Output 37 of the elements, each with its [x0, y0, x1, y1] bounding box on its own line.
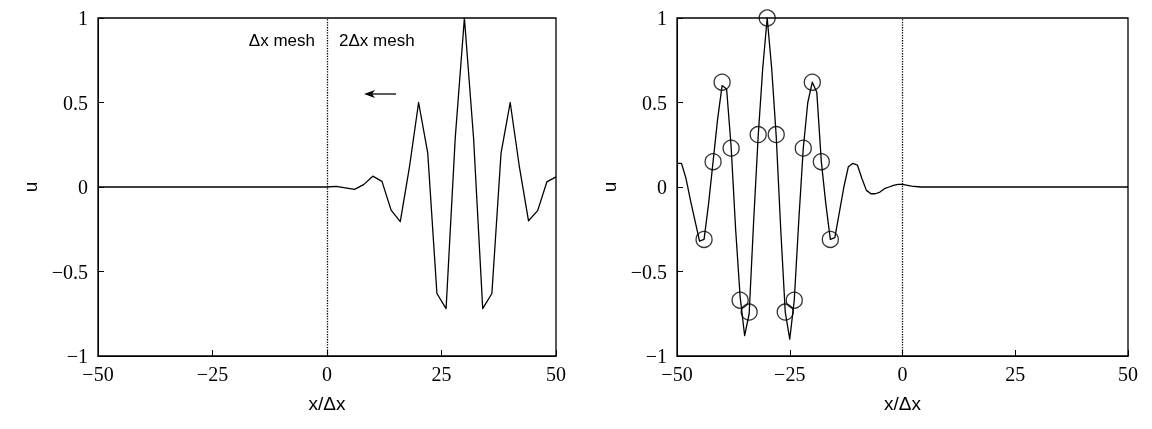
- y-tick-label: −0.5: [51, 260, 88, 283]
- y-axis-title: u: [599, 181, 620, 193]
- x-tick-label: −25: [774, 363, 806, 385]
- x-axis-title: x/Δx: [308, 393, 346, 414]
- point: [722, 139, 740, 157]
- x-tick-label: 50: [546, 363, 566, 385]
- y-tick-label: 1: [78, 7, 88, 29]
- y-tick-label: −0.5: [630, 260, 667, 283]
- y-axis-title: u: [20, 181, 41, 193]
- x-tick-label: 50: [1118, 363, 1138, 385]
- y-tick-label: 0: [657, 176, 667, 198]
- y-tick-label: 0.5: [63, 91, 88, 114]
- x-tick-label: 25: [1005, 363, 1026, 385]
- point: [749, 125, 767, 144]
- y-tick-label: 0.5: [642, 91, 667, 114]
- point: [794, 139, 812, 157]
- point: [767, 125, 785, 144]
- annotation: Δx mesh: [248, 30, 315, 50]
- x-tick-label: 0: [897, 363, 908, 385]
- point: [812, 153, 830, 171]
- x-tick-label: −25: [196, 363, 229, 385]
- point: [821, 230, 839, 249]
- point: [704, 153, 722, 171]
- point: [695, 230, 713, 249]
- point: [758, 9, 776, 27]
- x-axis-title: x/Δx: [884, 393, 922, 414]
- point: [713, 73, 731, 91]
- annotation: 2Δx mesh: [339, 30, 415, 50]
- point: [776, 303, 794, 321]
- x-tick-label: 25: [431, 363, 452, 385]
- y-tick-label: 0: [78, 176, 88, 198]
- point: [803, 73, 821, 91]
- y-tick-label: 1: [657, 7, 667, 29]
- point: [740, 303, 758, 321]
- point: [785, 291, 803, 309]
- x-tick-label: 0: [322, 363, 332, 385]
- point: [731, 291, 749, 309]
